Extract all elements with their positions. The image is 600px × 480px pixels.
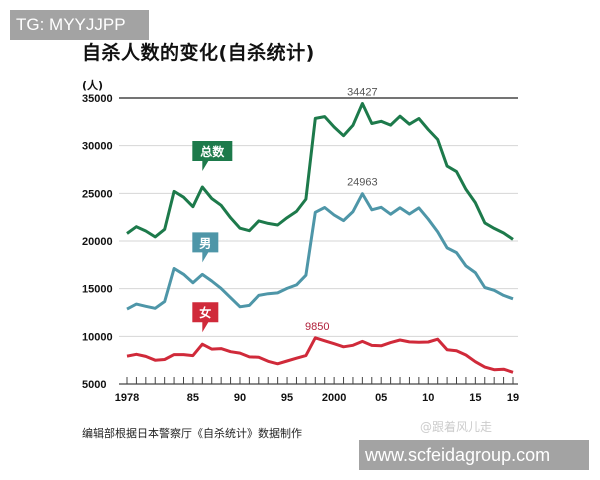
series-line-0	[126, 102, 514, 241]
x-tick-label: 15	[469, 392, 481, 404]
data-label: 9850	[305, 321, 329, 333]
y-tick-label: 20000	[82, 236, 113, 248]
series-label: 男	[199, 236, 211, 250]
series-label-box	[192, 302, 219, 333]
watermark-top: TG: MYYJJPP	[10, 10, 149, 40]
x-tick-label: 10	[422, 392, 434, 404]
x-tick-label: 90	[234, 392, 246, 404]
x-tick-label: 95	[281, 392, 293, 404]
y-tick-label: 35000	[82, 93, 113, 105]
x-tick-label: 19	[507, 392, 519, 404]
y-tick-label: 25000	[82, 188, 113, 200]
x-tick-label: 1978	[115, 392, 139, 404]
source-note: 编辑部根据日本警察厅《自杀统计》数据制作	[82, 427, 302, 440]
series-label-box	[192, 140, 233, 171]
y-axis-unit: (人)	[82, 79, 104, 92]
y-tick-label: 30000	[82, 141, 113, 153]
series-label: 总数	[200, 144, 225, 159]
y-tick-label: 10000	[82, 331, 113, 343]
series-label: 女	[199, 305, 211, 320]
credit-watermark: @跟着风儿走	[420, 420, 493, 434]
series-line-2	[126, 336, 514, 374]
watermark-bottom: www.scfeidagroup.com	[359, 440, 589, 470]
x-tick-label: 2000	[322, 392, 346, 404]
chart-title: 自杀人数的变化(自杀统计)	[82, 42, 315, 64]
data-label: 24963	[347, 177, 378, 189]
x-tick-label: 85	[187, 392, 199, 404]
y-tick-label: 5000	[82, 379, 106, 391]
y-tick-label: 15000	[82, 284, 113, 296]
series-line-1	[126, 192, 514, 311]
x-tick-label: 05	[375, 392, 387, 404]
data-label: 34427	[347, 86, 378, 98]
series-label-box	[192, 232, 219, 263]
